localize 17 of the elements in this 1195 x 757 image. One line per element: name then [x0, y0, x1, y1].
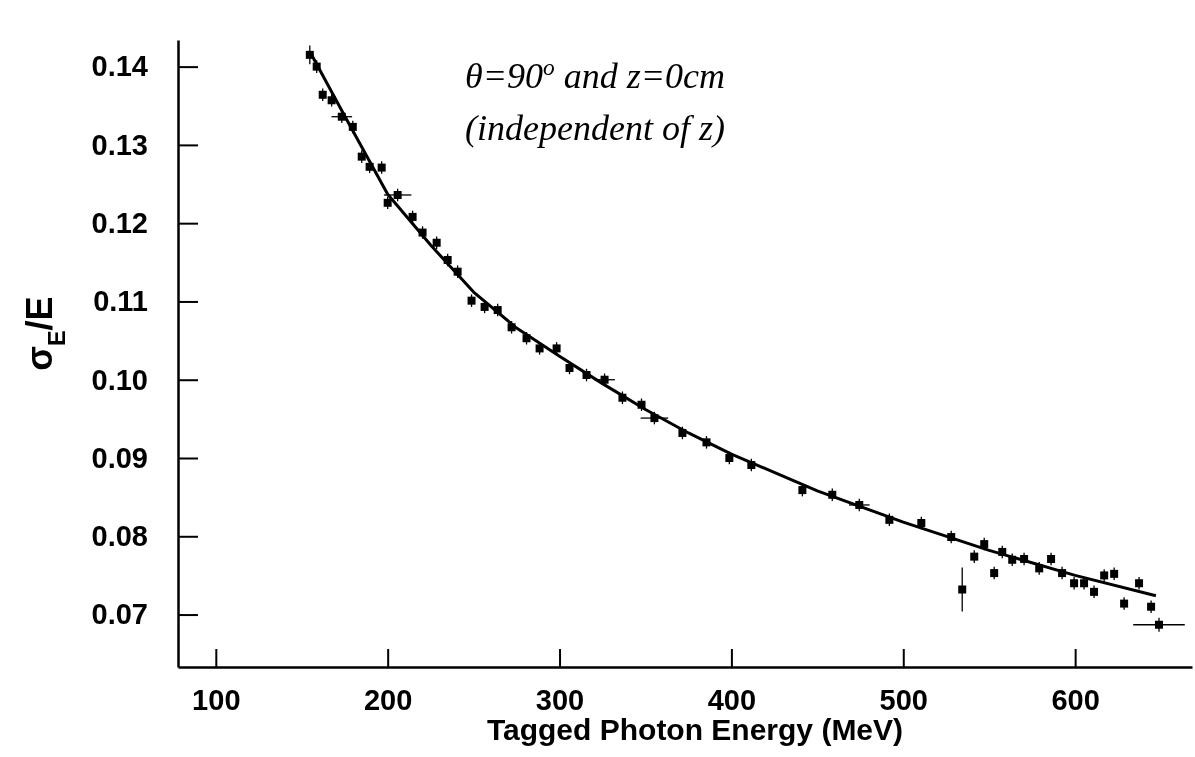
y-tick-label: 0.11 [93, 285, 148, 318]
x-tick-label: 300 [535, 683, 585, 716]
y-tick-label: 0.09 [91, 441, 148, 474]
y-tick-label: 0.12 [91, 206, 148, 239]
y-tick-label: 0.13 [91, 128, 148, 161]
x-tick-label: 600 [1051, 683, 1100, 716]
x-tick-label: 500 [879, 683, 928, 716]
x-tick-label: 400 [707, 683, 757, 716]
annotation: θ=90$^{o}$ and z=0cm [465, 54, 725, 96]
x-tick-label: 200 [363, 683, 413, 716]
y-tick-label: 0.10 [91, 363, 148, 396]
y-tick-label: 0.08 [91, 520, 148, 553]
y-tick-label: 0.14 [91, 50, 148, 83]
y-tick-label: 0.07 [91, 598, 148, 631]
annotation: (independent of z) [465, 108, 725, 148]
x-tick-label: 100 [192, 683, 241, 716]
x-axis-title: Tagged Photon Energy (MeV) [486, 713, 904, 746]
